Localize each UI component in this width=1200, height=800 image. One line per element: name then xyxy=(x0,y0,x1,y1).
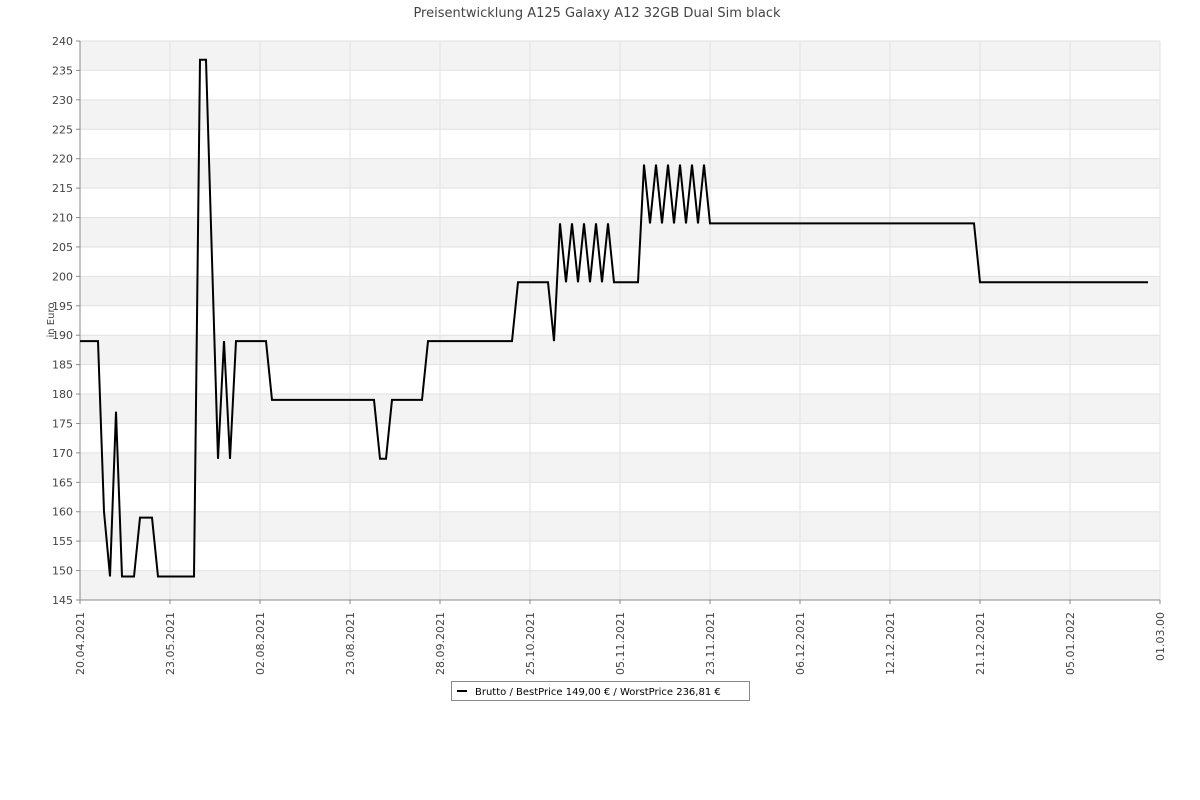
y-tick-label: 185 xyxy=(52,359,73,372)
y-tick-label: 230 xyxy=(52,94,73,107)
x-tick-label: 06.12.2021 xyxy=(794,612,807,675)
y-tick-label: 225 xyxy=(52,123,73,136)
legend-box xyxy=(451,681,750,701)
y-tick-label: 165 xyxy=(52,476,73,489)
y-tick-label: 240 xyxy=(52,35,73,48)
y-tick-label: 180 xyxy=(52,388,73,401)
y-tick-label: 205 xyxy=(52,241,73,254)
y-tick-label: 150 xyxy=(52,565,73,578)
y-tick-label: 160 xyxy=(52,506,73,519)
x-tick-label: 21.12.2021 xyxy=(974,612,987,675)
y-tick-label: 145 xyxy=(52,594,73,607)
x-tick-label: 05.11.2021 xyxy=(614,612,627,675)
x-tick-label: 23.08.2021 xyxy=(344,612,357,675)
y-tick-label: 210 xyxy=(52,212,73,225)
y-tick-label: 235 xyxy=(52,64,73,77)
y-tick-label: 190 xyxy=(52,329,73,342)
y-tick-label: 200 xyxy=(52,270,73,283)
x-tick-label: 23.05.2021 xyxy=(164,612,177,675)
x-tick-label: 28.09.2021 xyxy=(434,612,447,675)
x-tick-label: 20.04.2021 xyxy=(74,612,87,675)
x-tick-label: 25.10.2021 xyxy=(524,612,537,675)
y-tick-label: 170 xyxy=(52,447,73,460)
y-tick-label: 215 xyxy=(52,182,73,195)
x-tick-label: 05.01.2022 xyxy=(1064,612,1077,675)
x-tick-label: 23.11.2021 xyxy=(704,612,717,675)
price-line xyxy=(80,58,1148,578)
x-tick-label: 12.12.2021 xyxy=(884,612,897,675)
x-tick-label: 01.03.00 xyxy=(1154,612,1167,661)
y-tick-label: 175 xyxy=(52,417,73,430)
x-tick-label: 02.08.2021 xyxy=(254,612,267,675)
y-tick-label: 220 xyxy=(52,153,73,166)
y-axis-label: in Euro xyxy=(46,303,57,338)
y-tick-label: 195 xyxy=(52,300,73,313)
legend-label: Brutto / BestPrice 149,00 € / WorstPrice… xyxy=(475,687,721,698)
chart-title: Preisentwicklung A125 Galaxy A12 32GB Du… xyxy=(413,6,781,21)
y-tick-label: 155 xyxy=(52,535,73,548)
